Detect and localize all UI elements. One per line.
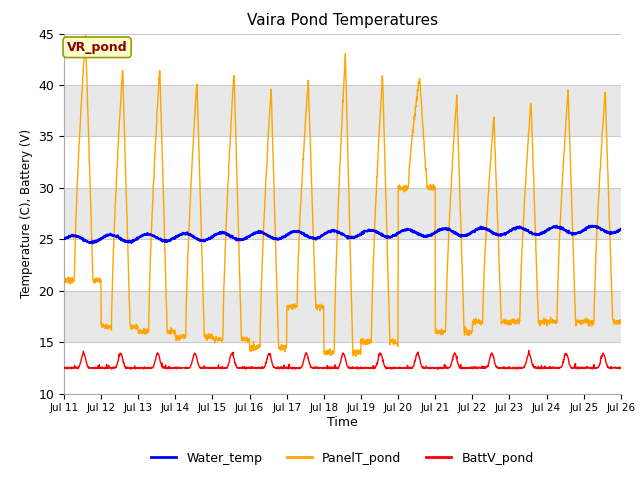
Bar (64, 342, 621, 394)
Y-axis label: Temperature (C), Battery (V): Temperature (C), Battery (V) (20, 129, 33, 298)
Legend: Water_temp, PanelT_pond, BattV_pond: Water_temp, PanelT_pond, BattV_pond (146, 447, 539, 469)
Title: Vaira Pond Temperatures: Vaira Pond Temperatures (247, 13, 438, 28)
Bar (64, 291, 621, 342)
Text: VR_pond: VR_pond (67, 41, 127, 54)
Bar (64, 34, 621, 85)
X-axis label: Time: Time (327, 416, 358, 429)
Bar (64, 136, 621, 188)
Bar (64, 188, 621, 240)
Bar (64, 240, 621, 291)
Bar (64, 85, 621, 136)
